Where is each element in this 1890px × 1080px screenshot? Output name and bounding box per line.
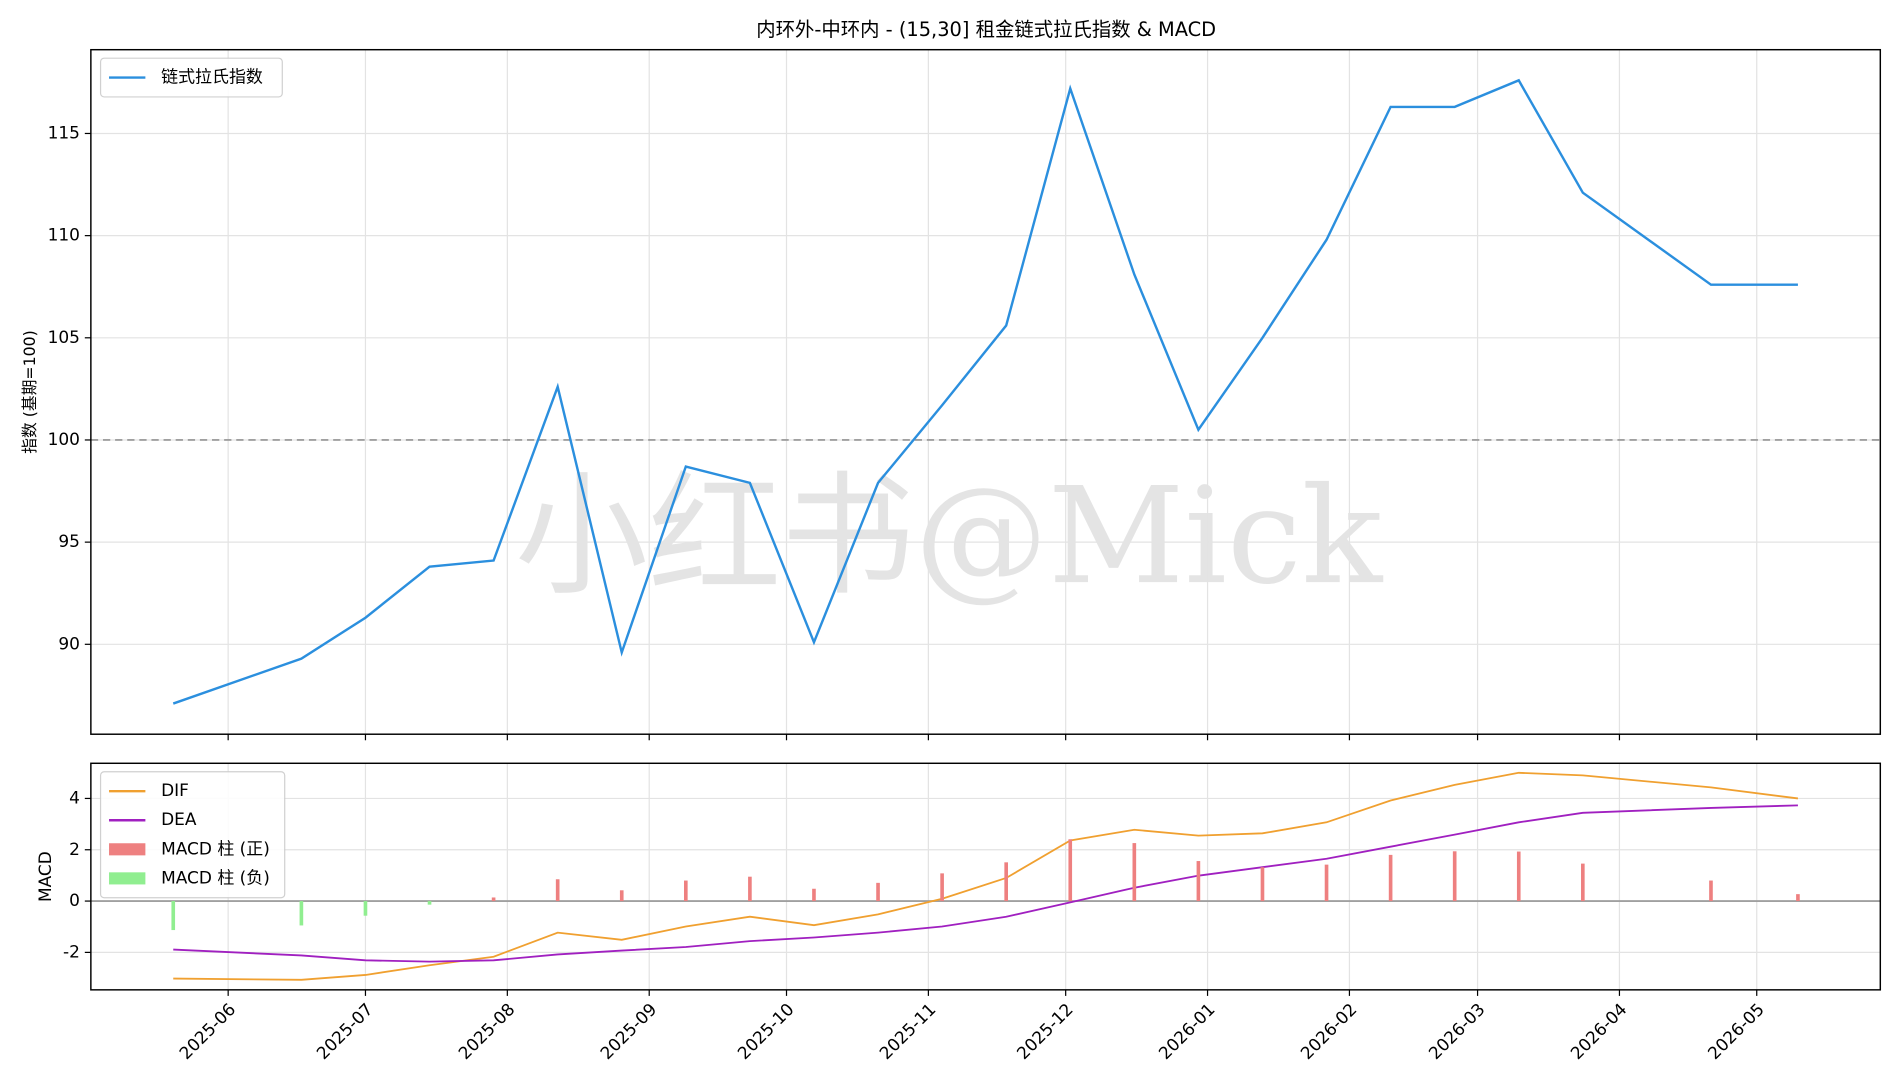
macd-bar bbox=[684, 880, 688, 902]
macd-bar bbox=[1388, 854, 1393, 902]
plot-area bbox=[172, 78, 1798, 705]
macd-bar bbox=[171, 901, 176, 931]
macd-bar bbox=[1796, 894, 1800, 902]
macd-bar bbox=[812, 888, 816, 902]
macd-bar bbox=[1709, 880, 1713, 902]
plot-frame bbox=[90, 762, 1882, 991]
legend-box bbox=[99, 771, 286, 899]
y-tick-label: 95 bbox=[58, 531, 80, 551]
macd-bar bbox=[1516, 851, 1521, 902]
series-line bbox=[173, 804, 1798, 963]
macd-bar bbox=[748, 876, 752, 902]
macd-bar bbox=[1452, 851, 1457, 902]
macd-bar bbox=[1068, 839, 1073, 902]
legend-swatch bbox=[109, 843, 146, 856]
legend-box bbox=[99, 57, 283, 98]
x-tick-label: 2026-03 bbox=[1425, 999, 1489, 1063]
watermark: 小红书@Mick bbox=[515, 459, 1384, 614]
macd-bar bbox=[940, 873, 944, 902]
y-tick-label: 90 bbox=[58, 633, 80, 653]
y-tick-label: 2 bbox=[69, 839, 80, 859]
macd-bar bbox=[1324, 864, 1329, 902]
macd-bar bbox=[1260, 867, 1265, 902]
series-line bbox=[173, 771, 1799, 981]
x-tick-label: 2025-10 bbox=[733, 999, 797, 1063]
y-tick-label: 105 bbox=[48, 327, 80, 347]
y-axis-label: MACD bbox=[35, 851, 55, 902]
plot-area bbox=[171, 771, 1800, 981]
x-tick-label: 2026-02 bbox=[1296, 999, 1360, 1063]
macd-bar bbox=[427, 901, 432, 905]
x-tick-label: 2025-06 bbox=[175, 999, 239, 1063]
x-tick-label: 2026-05 bbox=[1704, 999, 1768, 1063]
legend-label: DEA bbox=[161, 809, 197, 829]
plot-frame bbox=[90, 48, 1882, 735]
x-tick-label: 2025-11 bbox=[875, 999, 939, 1063]
chart-title: 内环外-中环内 - (15,30] 租金链式拉氏指数 & MACD bbox=[756, 18, 1216, 41]
macd-bar bbox=[299, 901, 304, 926]
y-tick-label: -2 bbox=[63, 941, 80, 961]
macd-bar bbox=[876, 882, 880, 902]
macd-bar bbox=[1581, 863, 1585, 902]
x-tick-label: 2025-07 bbox=[312, 999, 376, 1063]
legend-label: 链式拉氏指数 bbox=[161, 67, 263, 87]
x-tick-label: 2025-08 bbox=[454, 999, 518, 1063]
y-tick-label: 0 bbox=[69, 890, 80, 910]
x-tick-label: 2025-12 bbox=[1013, 999, 1077, 1063]
legend-swatch bbox=[109, 872, 146, 885]
x-tick-label: 2026-01 bbox=[1155, 999, 1219, 1063]
macd-bar bbox=[1196, 861, 1201, 902]
x-tick-label: 2025-09 bbox=[596, 999, 660, 1063]
macd-bar bbox=[555, 879, 560, 902]
macd-bar bbox=[619, 890, 624, 902]
macd-bar bbox=[363, 901, 368, 916]
y-tick-label: 115 bbox=[48, 122, 80, 142]
macd-bar bbox=[491, 897, 496, 902]
legend-label: DIF bbox=[161, 780, 189, 800]
macd-bar bbox=[1004, 862, 1008, 902]
y-tick-label: 110 bbox=[48, 225, 80, 245]
legend-label: MACD 柱 (正) bbox=[161, 838, 270, 858]
macd-bar bbox=[1132, 843, 1137, 902]
y-tick-label: 4 bbox=[69, 787, 80, 807]
y-axis-label: 指数 (基期=100) bbox=[20, 330, 39, 454]
x-tick-label: 2026-04 bbox=[1566, 999, 1630, 1063]
series-line bbox=[172, 78, 1798, 705]
y-tick-label: 100 bbox=[48, 429, 80, 449]
legend-label: MACD 柱 (负) bbox=[161, 867, 270, 887]
